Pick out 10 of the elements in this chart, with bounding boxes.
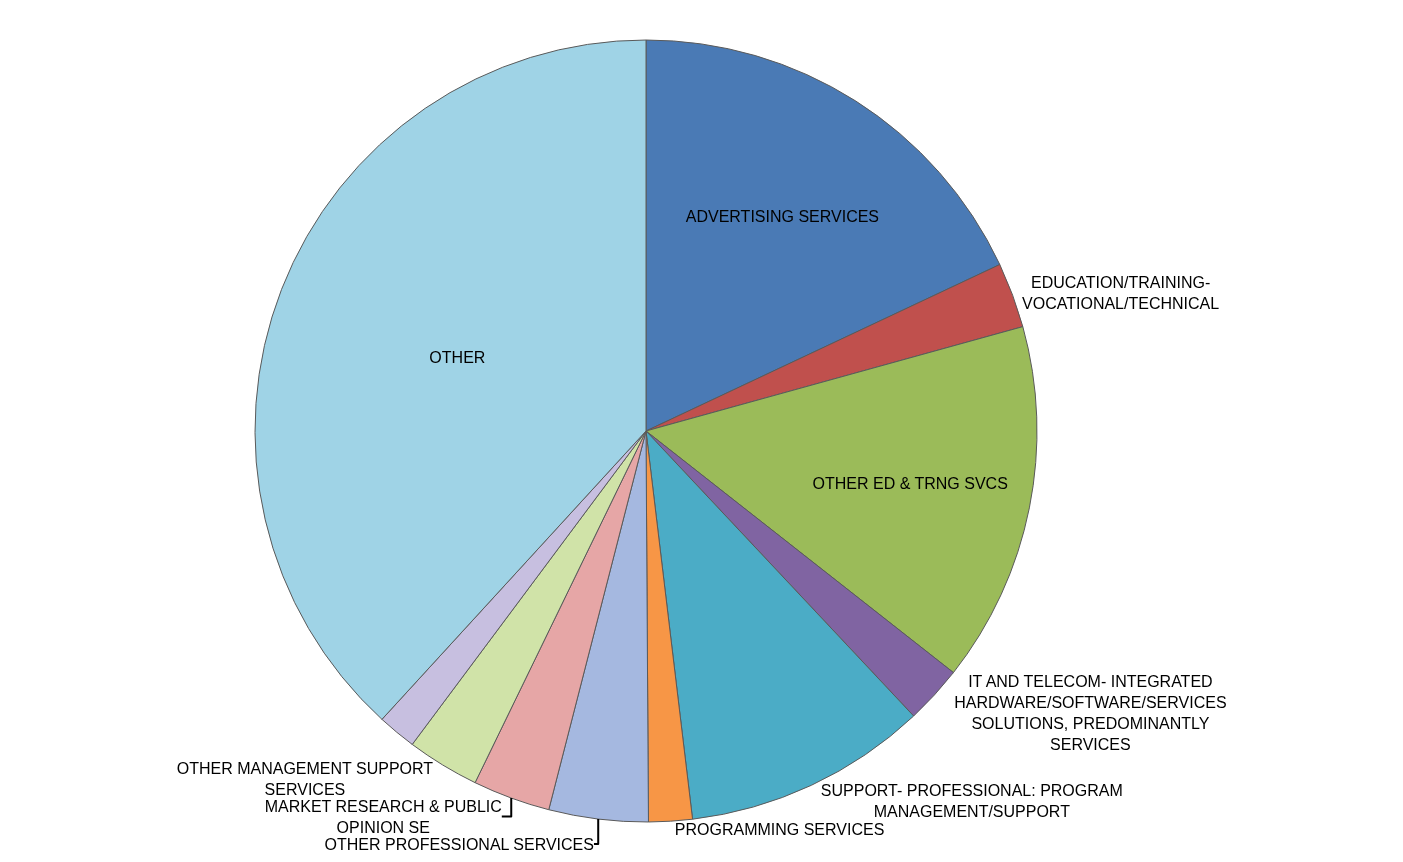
slice-label: OTHER xyxy=(429,349,486,367)
slice-label: OTHER MANAGEMENT SUPPORT SERVICES xyxy=(176,759,434,798)
slice-label: SUPPORT- PROFESSIONAL: PROGRAM MANAGEMENT/SUPPORT xyxy=(820,781,1123,820)
slice-label: ADVERTISING SERVICES xyxy=(685,207,880,225)
slice-label: IT AND TELECOM- INTEGRATED HARDWARE/SOFTWARE/SERVICES SOLUTIONS, PREDOMINANTLY SERVICES xyxy=(954,673,1227,753)
slice-label: PROGRAMMING SERVICES xyxy=(674,821,885,839)
slice-label: OTHER PROFESSIONAL SERVICES xyxy=(324,835,594,853)
slice-label: MARKET RESEARCH & PUBLIC OPINION SE xyxy=(264,797,502,836)
slice-label: OTHER ED & TRNG SVCS xyxy=(812,475,1008,493)
slice-label: EDUCATION/TRAINING- VOCATIONAL/TECHNICAL xyxy=(1022,273,1220,312)
